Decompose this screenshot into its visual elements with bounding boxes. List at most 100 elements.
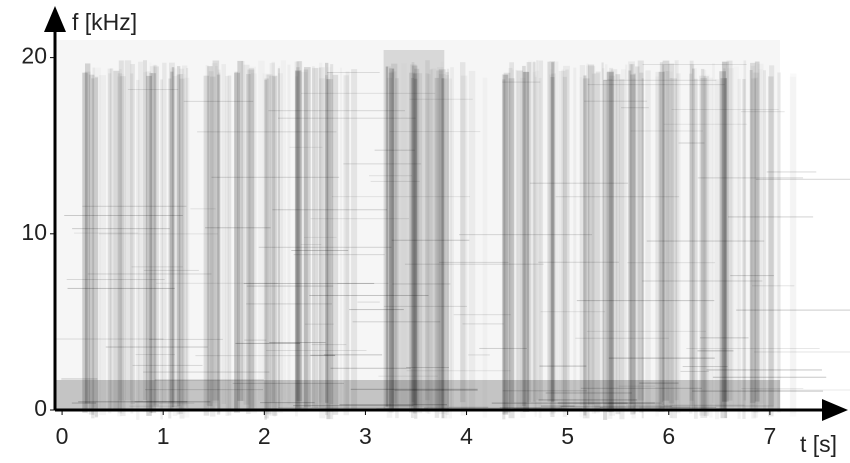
texture-stripe (769, 65, 775, 406)
texture-line (211, 176, 340, 178)
texture-line (98, 233, 218, 235)
texture-stripe (630, 74, 636, 415)
texture-line (143, 269, 199, 271)
texture-line (756, 389, 850, 391)
texture-stripe (391, 63, 398, 404)
texture-stripe (606, 71, 614, 412)
texture-stripe (130, 64, 135, 405)
texture-stripe (301, 72, 308, 412)
texture-line (246, 285, 334, 287)
texture-stripe (146, 75, 152, 416)
texture-stripe (777, 72, 781, 413)
x-axis-arrow (822, 399, 848, 421)
texture-line (423, 407, 563, 409)
texture-line (291, 249, 349, 251)
texture-stripe (551, 62, 554, 403)
texture-line (145, 389, 264, 391)
texture-stripe (733, 66, 739, 406)
texture-line (339, 404, 447, 406)
texture-stripe (410, 64, 417, 405)
texture-stripe (415, 73, 423, 414)
texture-stripe (526, 62, 532, 403)
texture-stripe (723, 68, 726, 409)
texture-stripe (326, 79, 334, 420)
texture-line (310, 218, 409, 220)
texture-stripe (450, 67, 454, 408)
texture-line (409, 98, 473, 100)
texture-line (660, 406, 690, 408)
y-tick-label: 0 (34, 395, 47, 421)
texture-stripe (297, 61, 302, 402)
texture-line (538, 399, 638, 401)
texture-line (468, 354, 490, 356)
texture-stripe (408, 72, 416, 413)
texture-stripe (658, 71, 665, 412)
texture-stripe (523, 71, 529, 412)
texture-stripe (170, 71, 174, 412)
texture-line (357, 301, 380, 303)
texture-stripe (754, 61, 760, 402)
texture-stripe (591, 73, 597, 414)
texture-line (71, 402, 97, 404)
texture-stripe (88, 74, 95, 415)
texture-stripe (562, 76, 567, 417)
texture-stripe (460, 75, 468, 416)
texture-line (540, 405, 575, 407)
texture-line (331, 196, 471, 198)
texture-stripe (700, 68, 705, 409)
texture-stripe (294, 61, 299, 402)
texture-stripe (692, 68, 697, 408)
texture-stripe (508, 78, 515, 419)
texture-line (374, 149, 415, 151)
texture-line (671, 109, 779, 111)
texture-stripe (265, 74, 273, 415)
texture-line (293, 405, 414, 407)
texture-stripe (258, 61, 265, 401)
texture-stripe (208, 71, 214, 412)
texture-stripe (168, 62, 175, 403)
texture-line (349, 309, 404, 311)
texture-stripe (138, 61, 143, 402)
texture-line (392, 283, 451, 285)
texture-stripe (726, 60, 733, 401)
texture-stripe (719, 71, 726, 412)
texture-stripe (319, 78, 326, 419)
texture-stripe (615, 74, 621, 415)
texture-stripe (325, 75, 328, 416)
texture-stripe (287, 65, 290, 405)
texture-line (580, 387, 702, 389)
texture-stripe (264, 78, 269, 419)
texture-stripe (171, 67, 175, 408)
low-band (55, 380, 780, 410)
texture-line (156, 282, 279, 284)
texture-line (67, 287, 175, 289)
texture-stripe (210, 76, 216, 417)
texture-stripe (425, 60, 430, 401)
texture-stripe (149, 72, 153, 413)
texture-line (575, 337, 669, 339)
texture-line (293, 254, 385, 256)
texture-stripe (162, 62, 167, 403)
texture-stripe (212, 60, 220, 401)
texture-line (131, 266, 183, 268)
texture-line (134, 401, 188, 403)
texture-line (78, 401, 211, 403)
texture-line (538, 261, 619, 263)
texture-stripe (603, 79, 608, 420)
texture-line (587, 84, 725, 86)
texture-stripe (142, 60, 148, 401)
texture-stripe (117, 73, 123, 414)
texture-stripe (212, 63, 218, 403)
texture-stripe (608, 72, 614, 413)
texture-stripe (412, 73, 417, 414)
texture-line (197, 131, 337, 133)
texture-line (736, 309, 850, 311)
texture-stripe (661, 64, 665, 405)
texture-stripe (610, 69, 618, 410)
texture-stripe (237, 60, 244, 401)
texture-stripe (671, 78, 678, 419)
texture-stripe (411, 65, 418, 406)
texture-line (383, 305, 468, 307)
texture-line (499, 407, 604, 409)
